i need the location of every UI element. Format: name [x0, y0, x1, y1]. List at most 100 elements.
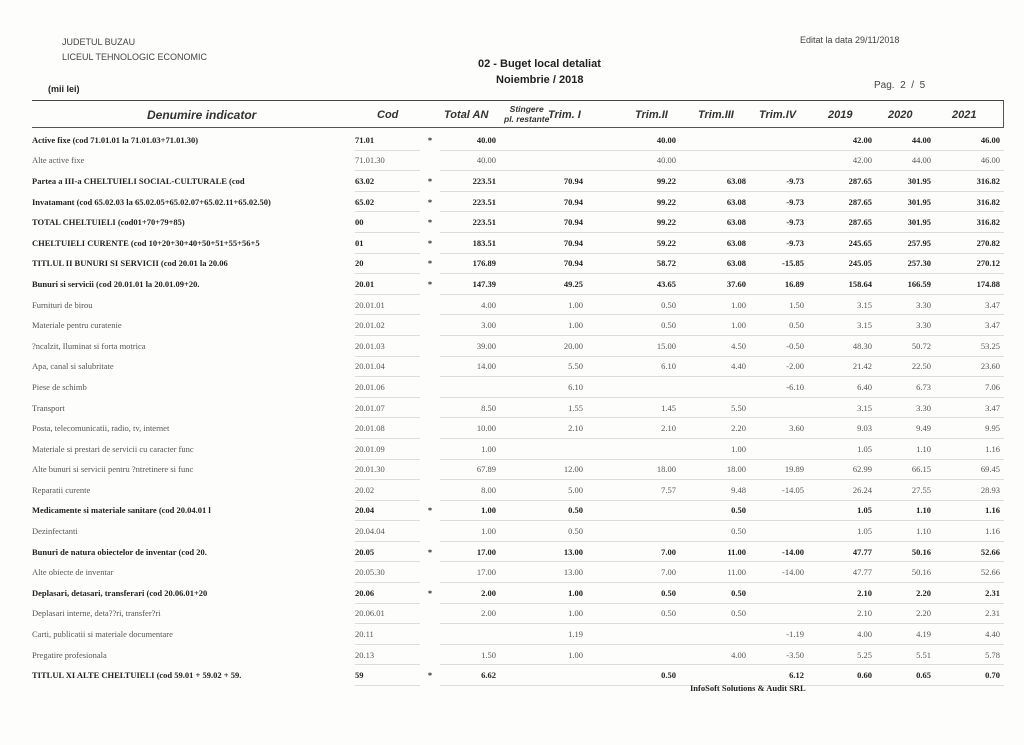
row-name: Apa, canal si salubritate [32, 361, 114, 372]
row-2019: 1.05 [808, 520, 876, 542]
row-cod: 20.01.04 [355, 356, 420, 378]
row-total: 39.00 [440, 335, 500, 357]
row-2019: 48.30 [808, 335, 876, 357]
row-star: * [427, 135, 433, 146]
row-stingere [500, 232, 535, 254]
row-2019: 2.10 [808, 603, 876, 625]
row-star: * [427, 196, 433, 207]
row-2020: 44.00 [876, 150, 935, 172]
row-2021: 9.95 [935, 417, 1004, 439]
row-trim3: 18.00 [680, 459, 750, 481]
row-cod: 20.06 [355, 582, 420, 604]
row-2019: 2.10 [808, 582, 876, 604]
row-star [420, 294, 440, 315]
row-name: Materiale si prestari de servicii cu car… [32, 443, 194, 454]
row-name: Bunuri si servicii (cod 20.01.01 la 20.0… [32, 278, 200, 289]
row-trim1: 13.00 [535, 541, 587, 563]
row-trim3: 63.08 [680, 170, 750, 192]
institution-name: LICEUL TEHNOLOGIC ECONOMIC [62, 52, 208, 62]
row-total: 223.51 [440, 211, 500, 233]
row-name: Deplasari interne, deta??ri, transfer?ri [32, 608, 161, 619]
row-trim2: 99.22 [587, 211, 680, 233]
col-cod: Cod [377, 109, 399, 121]
row-total [440, 623, 500, 645]
row-trim1 [535, 150, 587, 172]
row-star: * [427, 237, 433, 248]
row-total: 3.00 [440, 314, 500, 336]
row-stingere [500, 520, 535, 542]
row-2021: 7.06 [935, 376, 1004, 398]
row-cod: 20.11 [355, 623, 420, 645]
col-stingere-line1: Stingere [509, 104, 544, 114]
row-total: 176.89 [440, 253, 500, 275]
row-2021: 5.78 [935, 644, 1004, 666]
row-star: * [427, 175, 433, 186]
row-2020: 5.51 [876, 644, 935, 666]
row-star: * [427, 505, 433, 516]
row-stingere [500, 273, 535, 295]
row-trim4: -9.73 [750, 170, 808, 192]
footer-company: InfoSoft Solutions & Audit SRL [690, 683, 806, 693]
row-trim4: -0.50 [750, 335, 808, 357]
col-trim1: Trim. I [548, 109, 581, 121]
row-2021: 69.45 [935, 459, 1004, 481]
row-stingere [500, 314, 535, 336]
row-name: Alte obiecte de inventar [32, 567, 114, 578]
row-total: 1.00 [440, 500, 500, 522]
row-stingere [500, 644, 535, 666]
row-total: 2.00 [440, 582, 500, 604]
row-cod: 20.01.03 [355, 335, 420, 357]
row-2021: 316.82 [935, 170, 1004, 192]
row-cod: 01 [355, 232, 420, 254]
row-trim4: 6.12 [750, 664, 808, 687]
row-cod: 20.01.06 [355, 376, 420, 398]
row-trim2 [587, 623, 680, 645]
row-total: 1.00 [440, 438, 500, 460]
row-cod: 71.01.30 [355, 150, 420, 172]
row-stingere [500, 623, 535, 645]
row-trim4: 19.89 [750, 459, 808, 481]
row-trim4 [750, 603, 808, 625]
table-row: Medicamente si materiale sanitare (cod 2… [32, 500, 1004, 522]
row-2021: 1.16 [935, 438, 1004, 460]
row-trim3: 11.00 [680, 541, 750, 563]
row-name: Carti, publicatii si materiale documenta… [32, 629, 173, 640]
table-row: Dezinfectanti 20.04.04 1.00 0.50 0.50 1.05 1.1… [32, 520, 1004, 542]
row-trim3 [680, 150, 750, 172]
row-2020: 27.55 [876, 479, 935, 501]
row-2021: 3.47 [935, 397, 1004, 419]
row-cod: 20.01.30 [355, 459, 420, 481]
row-trim3: 9.48 [680, 479, 750, 501]
row-2021: 3.47 [935, 314, 1004, 336]
row-total: 1.00 [440, 520, 500, 542]
row-cod: 59 [355, 664, 420, 687]
row-trim2: 0.50 [587, 314, 680, 336]
row-total: 8.00 [440, 479, 500, 501]
table-row: Bunuri de natura obiectelor de inventar … [32, 541, 1004, 563]
row-name: TITLUL XI ALTE CHELTUIELI (cod 59.01 + 5… [32, 670, 242, 681]
row-2021: 28.93 [935, 479, 1004, 501]
row-trim2: 7.00 [587, 561, 680, 584]
table-row: Materiale pentru curatenie 20.01.02 3.00 1.… [32, 314, 1004, 336]
row-trim2: 0.50 [587, 294, 680, 316]
row-2020: 3.30 [876, 314, 935, 336]
row-2020: 0.65 [876, 664, 935, 687]
row-trim3: 0.50 [680, 582, 750, 604]
row-name: Deplasari, detasari, transferari (cod 20… [32, 587, 208, 598]
row-2021: 316.82 [935, 191, 1004, 213]
row-2020: 9.49 [876, 417, 935, 439]
row-total: 14.00 [440, 356, 500, 378]
row-trim3: 63.08 [680, 232, 750, 254]
row-total: 17.00 [440, 561, 500, 584]
row-2021: 3.47 [935, 294, 1004, 316]
row-2021: 2.31 [935, 582, 1004, 604]
row-trim2: 59.22 [587, 232, 680, 254]
row-cod: 20.01.07 [355, 397, 420, 419]
row-stingere [500, 438, 535, 460]
row-star [420, 562, 440, 583]
row-2019: 158.64 [808, 273, 876, 295]
row-trim2: 6.10 [587, 356, 680, 378]
row-stingere [500, 211, 535, 233]
row-trim3: 4.00 [680, 644, 750, 666]
row-trim2: 7.57 [587, 479, 680, 501]
